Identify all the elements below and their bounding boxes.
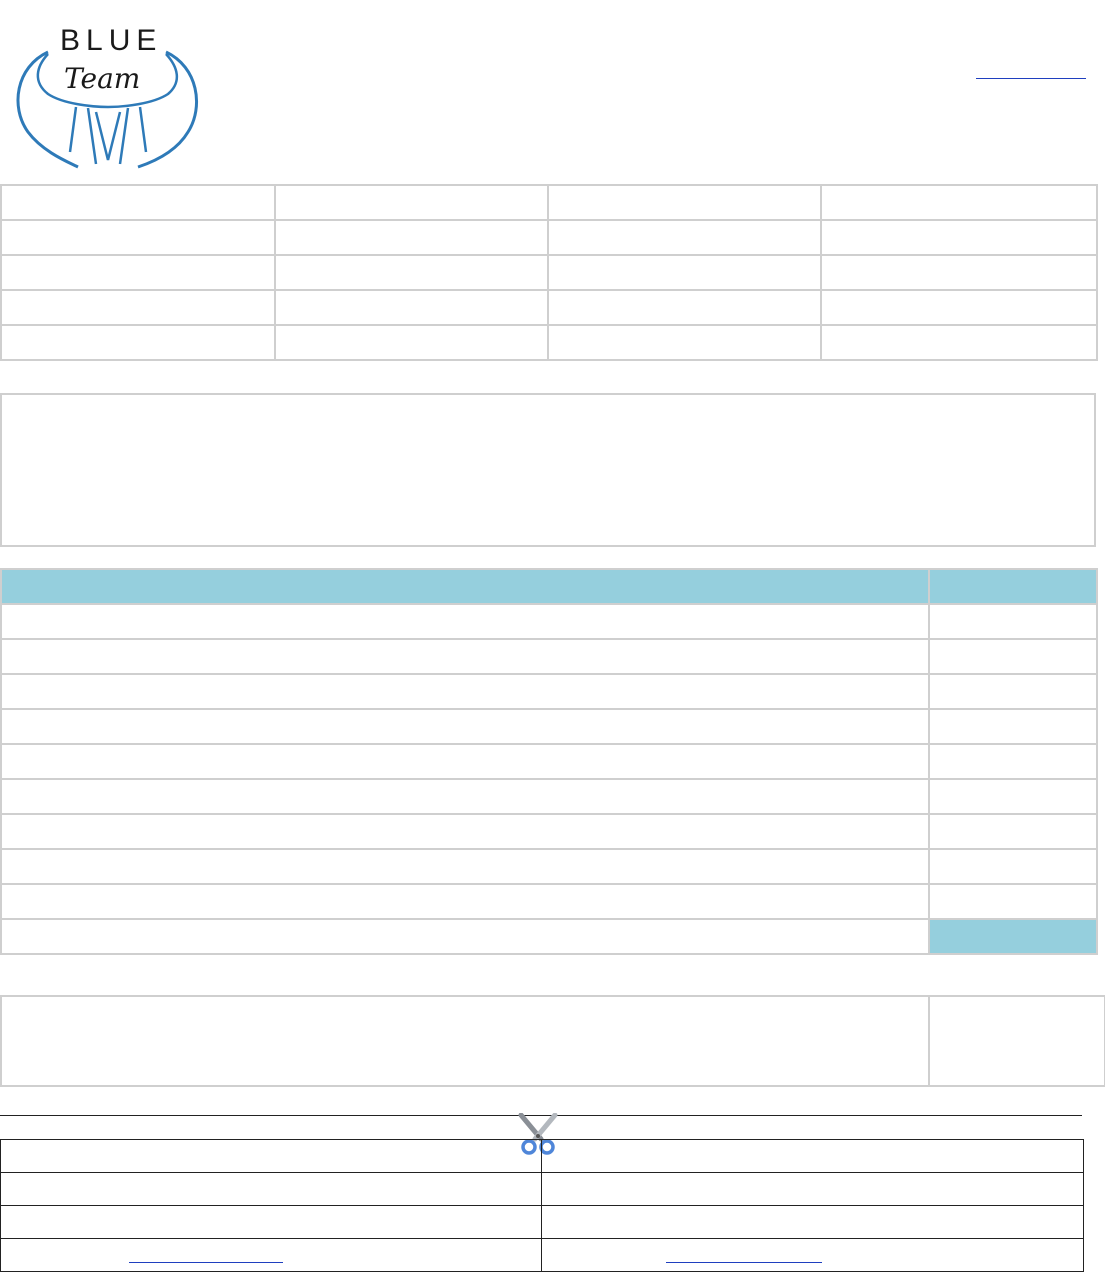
info-cell bbox=[274, 324, 549, 361]
items-header-amount bbox=[928, 568, 1098, 605]
item-description bbox=[0, 813, 930, 850]
stub-cell bbox=[541, 1139, 1084, 1173]
table-row bbox=[0, 813, 1098, 850]
info-cell bbox=[547, 219, 822, 256]
cut-line bbox=[0, 1115, 1082, 1116]
logo-text-bottom: Team bbox=[64, 62, 140, 95]
items-table bbox=[0, 568, 1098, 955]
summary-table bbox=[0, 995, 1105, 1087]
info-cell bbox=[0, 184, 276, 221]
info-cell bbox=[274, 254, 549, 291]
info-row bbox=[0, 289, 1098, 326]
info-cell bbox=[547, 184, 822, 221]
item-amount bbox=[928, 638, 1098, 675]
info-row bbox=[0, 219, 1098, 256]
item-description bbox=[0, 778, 930, 815]
info-row bbox=[0, 184, 1098, 221]
table-row bbox=[0, 708, 1098, 745]
item-amount bbox=[928, 603, 1098, 640]
item-amount bbox=[928, 848, 1098, 885]
stub-row bbox=[0, 1205, 1084, 1239]
table-row bbox=[0, 848, 1098, 885]
info-row bbox=[0, 324, 1098, 361]
info-cell bbox=[820, 184, 1098, 221]
info-cell bbox=[547, 289, 822, 326]
item-description bbox=[0, 638, 930, 675]
item-description bbox=[0, 603, 930, 640]
info-cell bbox=[274, 219, 549, 256]
info-cell bbox=[820, 324, 1098, 361]
info-cell bbox=[274, 289, 549, 326]
table-row bbox=[0, 743, 1098, 780]
stub-table bbox=[0, 1139, 1084, 1272]
stub-row bbox=[0, 1238, 1084, 1272]
notes-box bbox=[0, 393, 1096, 547]
item-amount bbox=[928, 673, 1098, 710]
table-row bbox=[0, 673, 1098, 710]
info-cell bbox=[0, 289, 276, 326]
summary-text bbox=[0, 995, 930, 1087]
stub-cell-left bbox=[0, 1238, 542, 1272]
stub-cell bbox=[0, 1205, 542, 1239]
stub-cell bbox=[541, 1205, 1084, 1239]
item-amount bbox=[928, 883, 1098, 920]
items-header-row bbox=[0, 568, 1098, 605]
info-cell bbox=[0, 254, 276, 291]
item-description bbox=[0, 743, 930, 780]
stub-cell bbox=[0, 1172, 542, 1206]
item-description bbox=[0, 883, 930, 920]
info-cell bbox=[820, 219, 1098, 256]
total-amount bbox=[928, 918, 1098, 955]
logo-text-top: BLUE bbox=[60, 24, 162, 57]
table-row bbox=[0, 778, 1098, 815]
info-cell bbox=[547, 324, 822, 361]
total-label bbox=[0, 918, 930, 955]
stub-link-left[interactable] bbox=[129, 1248, 283, 1263]
table-row bbox=[0, 883, 1098, 920]
blue-team-logo: BLUE Team bbox=[16, 24, 199, 169]
info-cell bbox=[0, 324, 276, 361]
info-cell bbox=[0, 219, 276, 256]
summary-value bbox=[928, 995, 1105, 1087]
item-amount bbox=[928, 708, 1098, 745]
info-row bbox=[0, 254, 1098, 291]
stub-cell-right bbox=[541, 1238, 1084, 1272]
table-row bbox=[0, 638, 1098, 675]
stub-row bbox=[0, 1139, 1084, 1173]
item-amount bbox=[928, 778, 1098, 815]
item-description bbox=[0, 673, 930, 710]
items-total-row bbox=[0, 918, 1098, 955]
items-header-description bbox=[0, 568, 930, 605]
item-description bbox=[0, 708, 930, 745]
info-cell bbox=[820, 254, 1098, 291]
stub-link-right[interactable] bbox=[666, 1248, 822, 1263]
top-right-link[interactable] bbox=[976, 64, 1086, 79]
info-cell bbox=[820, 289, 1098, 326]
summary-row bbox=[0, 995, 1105, 1087]
info-cell bbox=[547, 254, 822, 291]
stub-row bbox=[0, 1172, 1084, 1206]
stub-cell bbox=[541, 1172, 1084, 1206]
item-description bbox=[0, 848, 930, 885]
info-cell bbox=[274, 184, 549, 221]
item-amount bbox=[928, 743, 1098, 780]
item-amount bbox=[928, 813, 1098, 850]
table-row bbox=[0, 603, 1098, 640]
info-table bbox=[0, 184, 1098, 361]
stub-cell bbox=[0, 1139, 542, 1173]
